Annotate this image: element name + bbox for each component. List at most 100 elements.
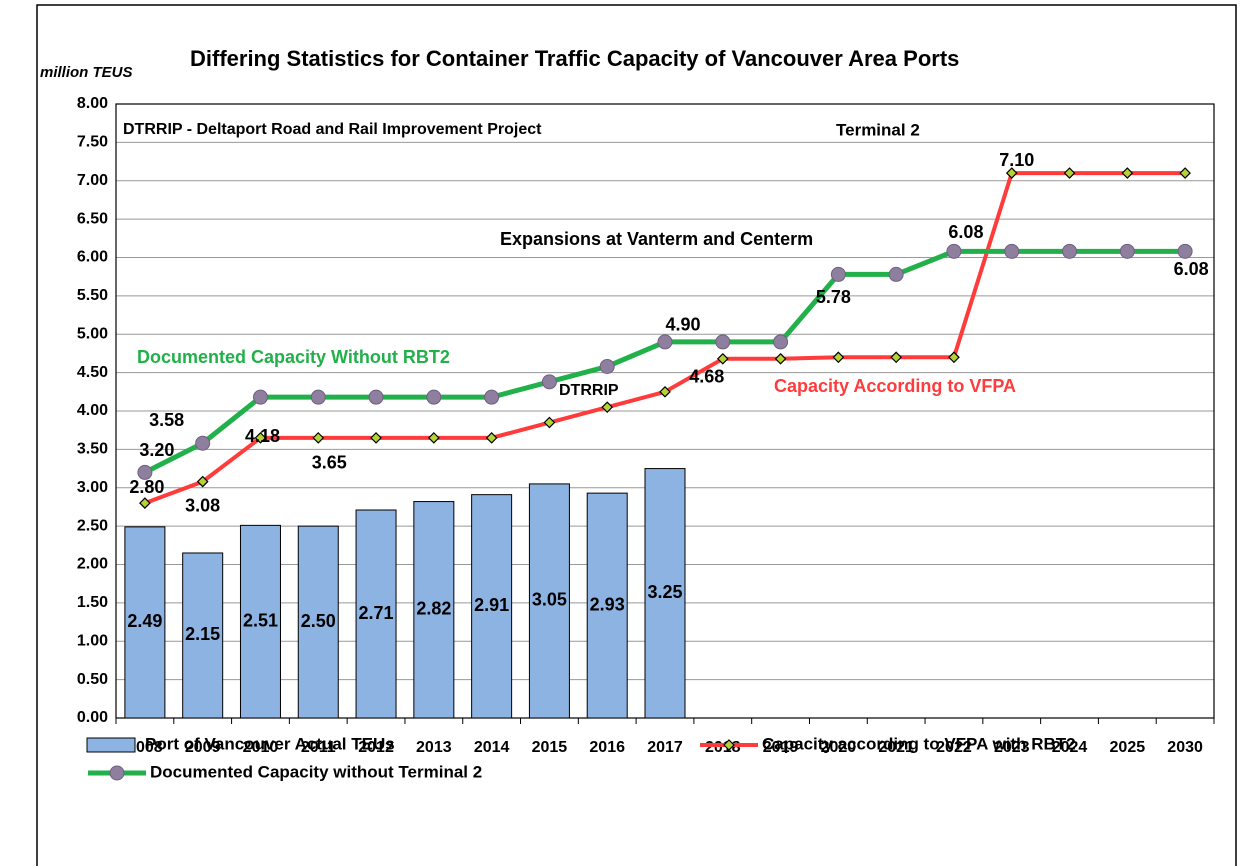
data-label: 2.51 [243, 610, 278, 630]
x-tick-label: 2015 [532, 739, 568, 756]
x-tick-label: 2016 [589, 739, 625, 756]
annotation: Expansions at Vanterm and Centerm [500, 229, 813, 249]
line-marker [1004, 243, 1020, 259]
legend-marker [109, 765, 125, 781]
line-marker [543, 416, 556, 429]
x-tick-label: 2017 [647, 739, 683, 756]
y-tick-label: 2.50 [77, 517, 108, 534]
annotation: DTRRIP [559, 382, 619, 399]
data-label: 3.08 [185, 495, 220, 515]
data-label: 4.18 [245, 426, 280, 446]
x-tick-label: 2021 [878, 739, 914, 756]
annotation: DTRRIP - Deltaport Road and Rail Improve… [123, 121, 542, 138]
line-marker [888, 266, 904, 282]
bar [413, 501, 455, 719]
line-marker [830, 266, 846, 282]
x-tick-label: 2019 [763, 739, 799, 756]
data-label: 3.05 [532, 590, 567, 610]
line-marker [195, 435, 211, 451]
line-marker [1121, 167, 1134, 179]
legend-swatch [86, 737, 136, 753]
line-marker [426, 389, 442, 405]
data-label: 2.15 [185, 624, 220, 644]
line-marker [1063, 167, 1076, 179]
legend-label: Port of Vancouver Actual TEUs [145, 734, 395, 753]
line-marker [1062, 243, 1078, 259]
line-marker [312, 432, 325, 444]
x-tick-label: 2018 [705, 739, 741, 756]
line-marker [541, 374, 557, 390]
line-marker [946, 243, 962, 259]
line-marker [1119, 243, 1135, 259]
data-label: 3.58 [149, 410, 184, 430]
y-tick-label: 5.50 [77, 287, 108, 304]
x-tick-label: 2010 [243, 739, 279, 756]
data-label: 3.25 [647, 582, 682, 602]
y-tick-label: 4.50 [77, 364, 108, 381]
data-label: 2.71 [359, 603, 394, 623]
y-axis-label: million TEUS [40, 64, 133, 81]
annotation: Terminal 2 [836, 120, 920, 139]
annotation: Documented Capacity Without RBT2 [137, 347, 450, 367]
bar [182, 552, 224, 719]
line-marker [1179, 167, 1191, 179]
x-tick-label: 2008 [127, 739, 163, 756]
x-tick-label: 2014 [474, 739, 510, 756]
y-tick-label: 2.00 [77, 556, 108, 573]
y-tick-label: 0.50 [77, 671, 108, 688]
data-label: 2.80 [129, 477, 164, 497]
bar [124, 526, 166, 719]
data-label: 2.93 [590, 594, 625, 614]
y-tick-label: 0.00 [77, 709, 108, 726]
data-label: 6.08 [948, 222, 983, 242]
line-marker [1005, 167, 1018, 179]
x-tick-label: 2025 [1110, 739, 1146, 756]
data-label: 2.49 [127, 611, 162, 631]
data-label: 6.08 [1174, 259, 1209, 279]
y-tick-label: 3.00 [77, 479, 108, 496]
x-tick-label: 2013 [416, 739, 452, 756]
bar [471, 494, 513, 719]
y-tick-label: 6.00 [77, 249, 108, 266]
y-tick-label: 4.00 [77, 402, 108, 419]
legend-label: Documented Capacity without Terminal 2 [150, 762, 482, 781]
x-tick-label: 2009 [185, 739, 221, 756]
data-label: 7.10 [999, 150, 1034, 170]
line-marker [657, 334, 673, 350]
data-label: 3.65 [312, 453, 347, 473]
line-marker [716, 352, 729, 365]
line-marker [599, 358, 615, 374]
y-tick-label: 1.50 [77, 594, 108, 611]
line-marker [427, 432, 440, 444]
bar [528, 483, 570, 719]
data-label: 2.82 [416, 599, 451, 619]
x-tick-label: 2020 [821, 739, 857, 756]
data-label: 3.20 [139, 440, 174, 460]
x-tick-label: 2011 [301, 739, 336, 756]
line-marker [659, 385, 671, 398]
line-marker [1177, 243, 1193, 259]
x-tick-label: 2023 [994, 739, 1030, 756]
data-label: 5.78 [816, 287, 851, 307]
y-tick-label: 3.50 [77, 441, 108, 458]
annotation: Capacity According to VFPA [774, 376, 1016, 396]
line-marker [254, 432, 267, 444]
data-label: 4.68 [689, 367, 724, 387]
line-marker [139, 497, 151, 509]
y-tick-label: 8.00 [77, 95, 108, 112]
bar [644, 468, 686, 719]
line-marker [310, 389, 326, 405]
line-marker [368, 389, 384, 405]
bar [297, 525, 339, 719]
line-marker [948, 351, 960, 364]
bar [239, 524, 281, 719]
x-tick-label: 2030 [1167, 739, 1203, 756]
y-tick-label: 7.00 [77, 172, 108, 189]
legend-label: Capacity according to VFPA with RBT2 [762, 734, 1076, 753]
line-marker [252, 389, 268, 405]
line-marker [774, 352, 787, 365]
line-marker [485, 432, 498, 444]
y-tick-label: 6.50 [77, 210, 108, 227]
line-marker [370, 432, 382, 444]
